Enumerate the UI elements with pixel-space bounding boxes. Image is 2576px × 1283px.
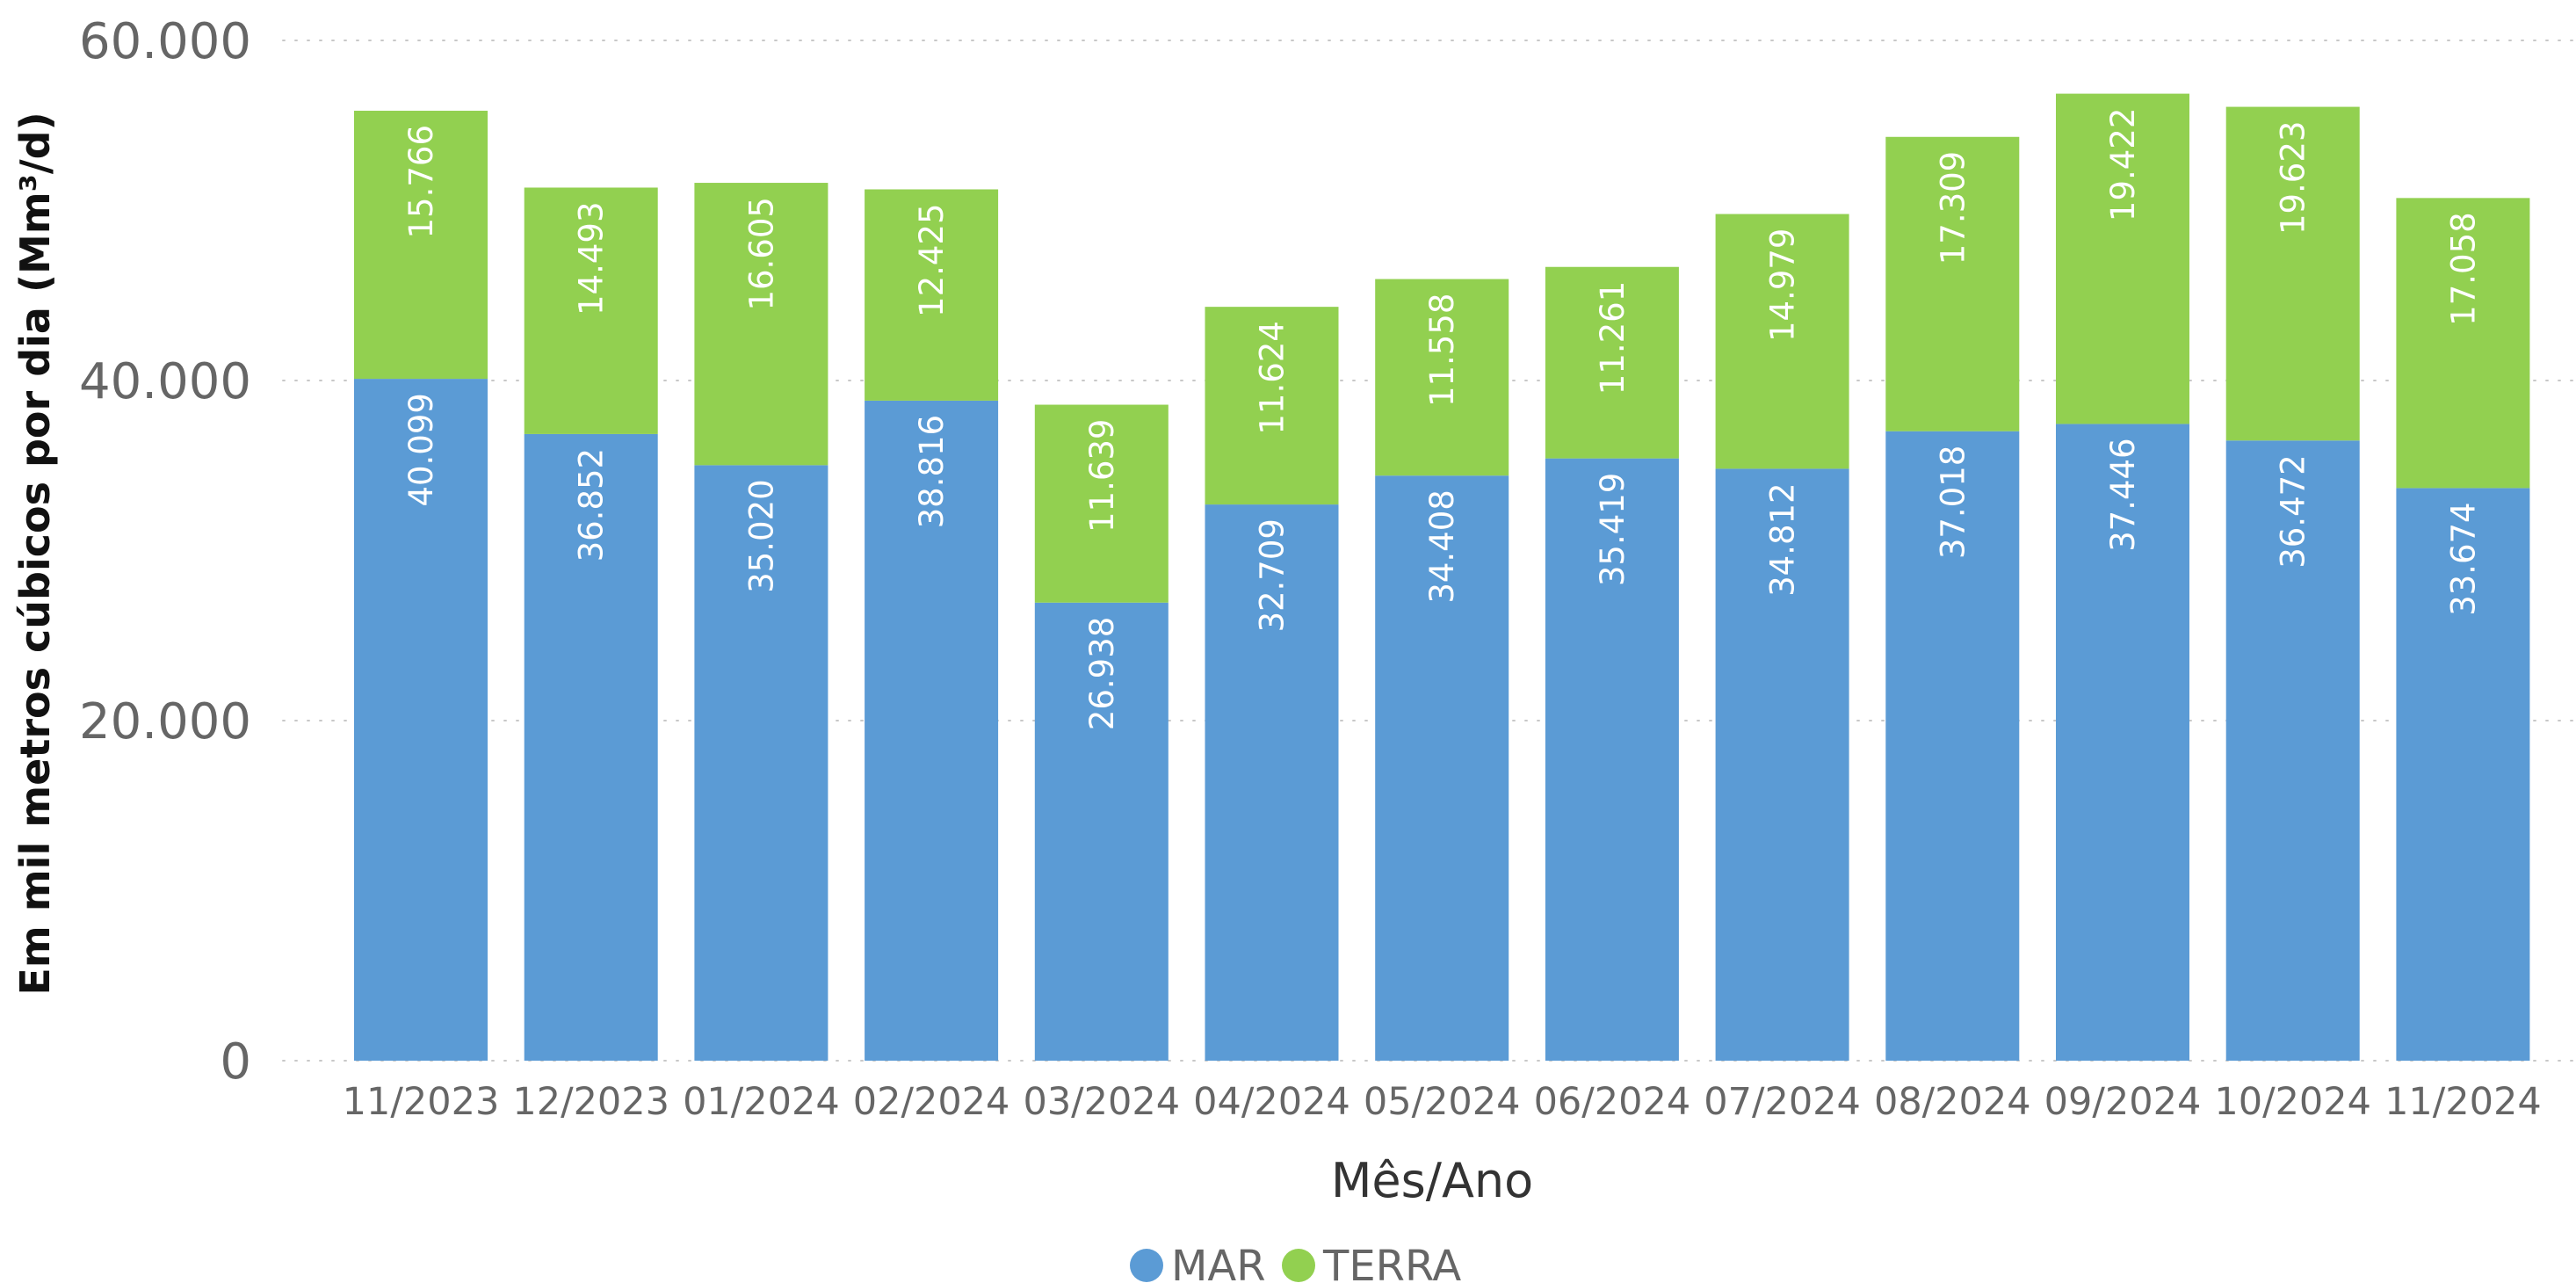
data-label-mar: 37.446 xyxy=(2104,438,2142,551)
bar-mar-11-2024 xyxy=(2396,488,2530,1061)
legend-label-mar: MAR xyxy=(1171,1242,1266,1283)
x-tick-label: 07/2024 xyxy=(1704,1080,1861,1124)
legend-swatch-mar xyxy=(1130,1249,1163,1282)
bar-mar-07-2024 xyxy=(1715,468,1849,1061)
data-label-mar: 33.674 xyxy=(2444,502,2482,615)
bar-terra-09-2024 xyxy=(2056,93,2189,424)
x-tick-label: 01/2024 xyxy=(683,1080,840,1124)
x-tick-label: 11/2024 xyxy=(2384,1080,2542,1124)
data-label-terra: 19.623 xyxy=(2275,121,2312,235)
bar-mar-12-2023 xyxy=(524,433,658,1061)
y-axis-ticks: 0 20.000 40.000 60.000 xyxy=(79,13,251,1091)
legend-label-terra: TERRA xyxy=(1322,1242,1461,1283)
x-tick-label: 11/2023 xyxy=(343,1080,500,1124)
y-tick-label: 0 xyxy=(220,1033,251,1091)
x-tick-label: 09/2024 xyxy=(2044,1080,2202,1124)
data-label-mar: 37.018 xyxy=(1934,446,1972,559)
bar-mar-05-2024 xyxy=(1375,475,1509,1061)
bar-mar-10-2024 xyxy=(2225,440,2360,1061)
bar-terra-04-2024 xyxy=(1205,307,1339,505)
data-label-terra: 11.624 xyxy=(1254,321,1292,434)
bar-terra-11-2024 xyxy=(2396,198,2530,489)
bar-terra-12-2023 xyxy=(524,187,658,434)
bar-terra-10-2024 xyxy=(2225,106,2360,441)
x-tick-label: 03/2024 xyxy=(1023,1080,1180,1124)
bar-mar-03-2024 xyxy=(1034,602,1169,1061)
data-label-mar: 32.709 xyxy=(1254,518,1292,632)
bar-terra-01-2024 xyxy=(694,183,829,466)
bars xyxy=(354,93,2530,1062)
y-axis-title: Em mil metros cúbicos por dia (Mm³/d) xyxy=(11,112,59,995)
x-tick-label: 04/2024 xyxy=(1193,1080,1350,1124)
data-label-terra: 11.261 xyxy=(1594,281,1632,395)
data-label-mar: 26.938 xyxy=(1083,617,1121,730)
data-label-mar: 35.419 xyxy=(1594,473,1632,586)
x-tick-label: 02/2024 xyxy=(853,1080,1010,1124)
x-tick-label: 05/2024 xyxy=(1364,1080,1521,1124)
data-label-terra: 19.422 xyxy=(2104,108,2142,221)
x-tick-label: 10/2024 xyxy=(2214,1080,2371,1124)
data-label-terra: 17.309 xyxy=(1934,151,1972,265)
data-label-mar: 40.099 xyxy=(402,393,440,506)
data-label-terra: 11.558 xyxy=(1423,294,1461,407)
bar-mar-02-2024 xyxy=(865,400,999,1061)
x-tick-label: 06/2024 xyxy=(1534,1080,1691,1124)
data-label-terra: 14.979 xyxy=(1764,228,1802,342)
bar-terra-11-2023 xyxy=(354,111,488,380)
legend: MAR TERRA xyxy=(1130,1242,1461,1283)
y-tick-label: 40.000 xyxy=(79,353,251,410)
bar-mar-11-2023 xyxy=(354,379,488,1061)
y-tick-label: 60.000 xyxy=(79,13,251,70)
data-label-terra: 16.605 xyxy=(742,197,780,310)
bar-mar-01-2024 xyxy=(694,465,829,1061)
bar-terra-03-2024 xyxy=(1034,404,1169,603)
bar-terra-07-2024 xyxy=(1715,214,1849,469)
data-label-mar: 36.852 xyxy=(573,448,611,562)
bar-mar-06-2024 xyxy=(1545,458,1679,1061)
bar-mar-09-2024 xyxy=(2056,424,2189,1061)
x-tick-label: 12/2023 xyxy=(512,1080,669,1124)
bar-terra-02-2024 xyxy=(865,189,999,401)
data-label-mar: 36.472 xyxy=(2275,454,2312,568)
bar-terra-05-2024 xyxy=(1375,279,1509,476)
x-tick-label: 08/2024 xyxy=(1874,1080,2031,1124)
data-label-terra: 11.639 xyxy=(1083,419,1121,533)
data-label-terra: 12.425 xyxy=(913,203,951,316)
x-axis-title: Mês/Ano xyxy=(1331,1153,1533,1208)
bar-mar-08-2024 xyxy=(1885,431,2020,1062)
bar-terra-06-2024 xyxy=(1545,266,1679,459)
x-axis-ticks: 11/2023 12/2023 01/2024 02/2024 03/2024 04/20… xyxy=(343,1080,2542,1124)
data-label-mar: 34.812 xyxy=(1764,482,1802,596)
bar-terra-08-2024 xyxy=(1885,136,2020,431)
y-tick-label: 20.000 xyxy=(79,693,251,750)
data-label-mar: 35.020 xyxy=(742,479,780,592)
data-labels: 40.099 15.766 36.852 14.493 35.020 16.605 38.8… xyxy=(402,108,2482,731)
data-label-terra: 17.058 xyxy=(2444,212,2482,325)
data-label-mar: 34.408 xyxy=(1423,489,1461,603)
data-label-mar: 38.816 xyxy=(913,415,951,528)
data-label-terra: 14.493 xyxy=(573,201,611,315)
legend-swatch-terra xyxy=(1282,1249,1315,1282)
data-label-terra: 15.766 xyxy=(402,125,440,238)
bar-mar-04-2024 xyxy=(1205,504,1339,1061)
